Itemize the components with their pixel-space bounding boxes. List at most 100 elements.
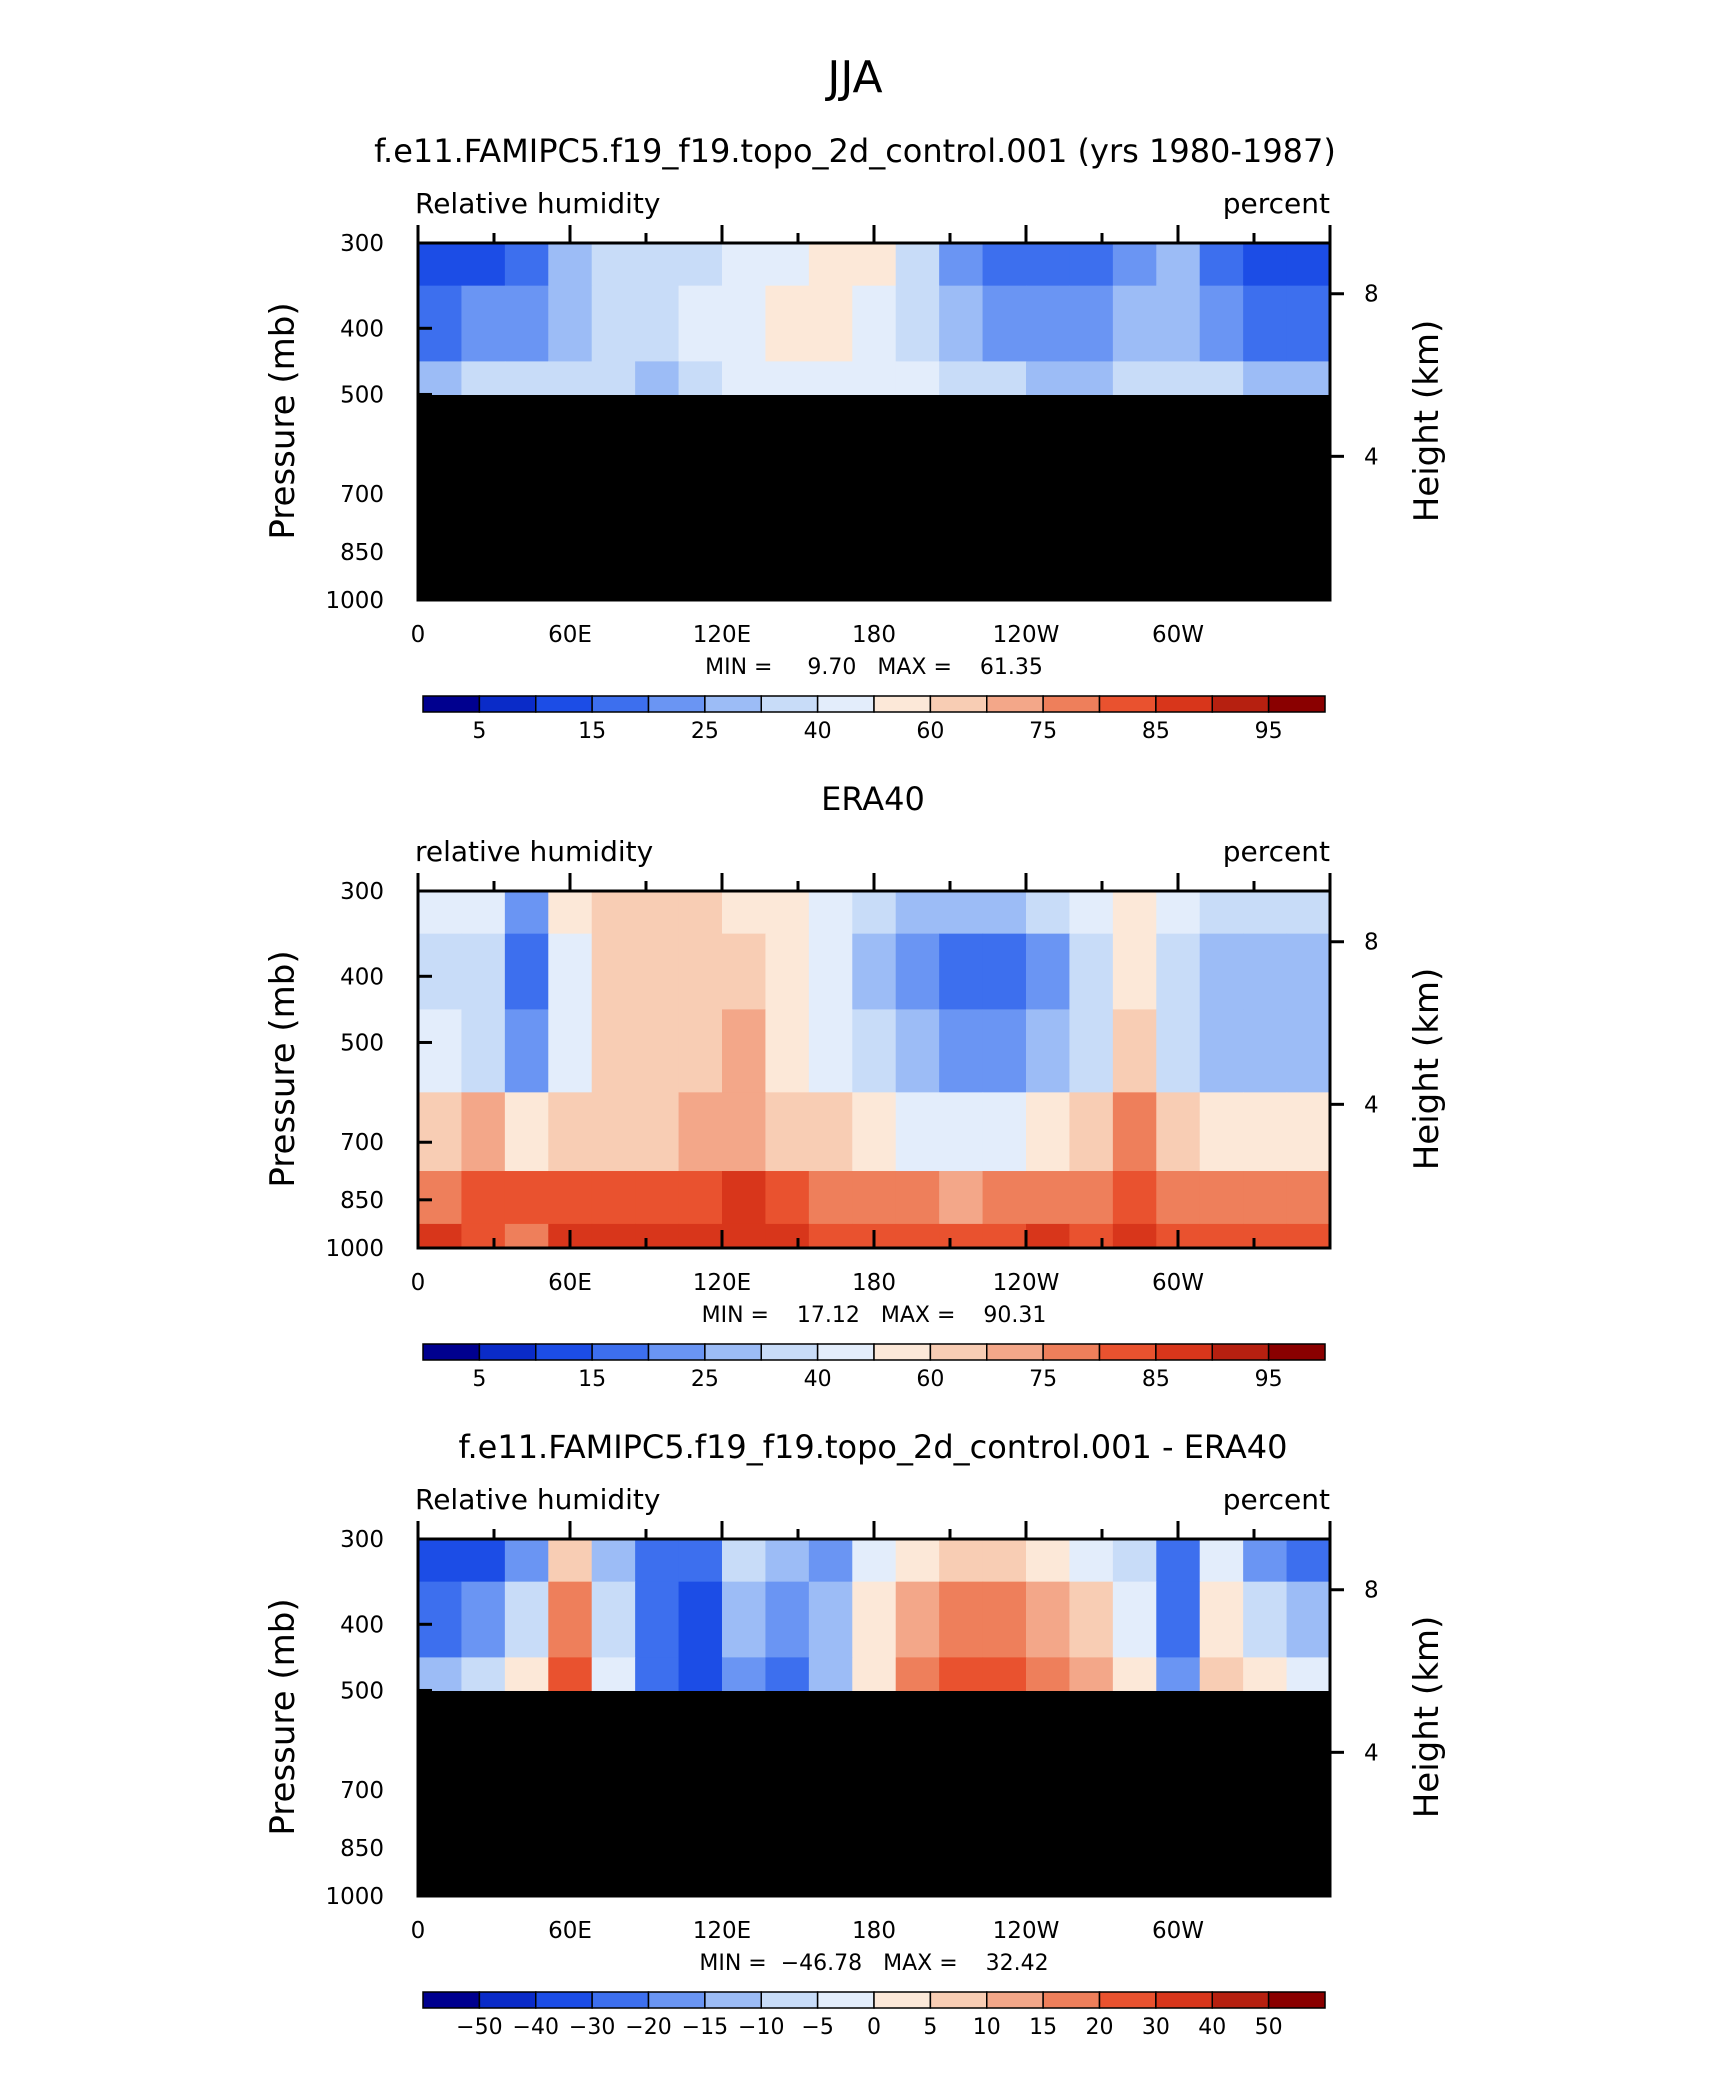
y-tick-label: 300 [340,1527,384,1553]
contour-cell [1069,1223,1114,1248]
colorbar-swatch [478,1991,537,2009]
contour-cell [461,933,506,1010]
panel-title: f.e11.FAMIPC5.f19_f19.topo_2d_control.00… [459,1428,1288,1466]
units-label: percent [1223,187,1330,220]
contour-cell [982,1539,1027,1583]
contour-cell [895,1539,940,1583]
contour-cell [1156,1581,1201,1658]
contour-cell [765,285,810,362]
x-tick-label: 120E [693,1270,751,1296]
contour-cell [1286,1581,1330,1658]
contour-cell [1199,1539,1244,1583]
contour-cell [1199,243,1244,287]
contour-cell [1026,1581,1071,1658]
colorbar-swatch [1155,1991,1214,2009]
contour-cell [1112,1092,1157,1172]
contour-cell [635,1581,680,1658]
contour-cell [504,1092,549,1172]
colorbar-swatch [591,1991,650,2009]
contour-cell [1286,891,1330,935]
contour-cell [1199,1171,1244,1225]
colorbar-swatch [760,695,819,713]
contour-cell [722,933,767,1010]
colorbar-label: 40 [804,719,832,744]
contour-cell [1026,1223,1071,1248]
contour-cell [1112,933,1157,1010]
contour-cell [1069,1581,1114,1658]
colorbar-label: 20 [1086,2015,1114,2040]
contour-cell [591,1539,636,1583]
y-tick-label: 500 [340,1678,384,1704]
contour-cell [1112,285,1157,362]
contour-cell [808,933,853,1010]
y-axis-label-left: Pressure (mb) [263,302,303,539]
x-tick-label: 120E [693,1918,751,1944]
contour-cell [504,285,549,362]
contour-cell [418,1171,463,1225]
contour-cell [591,933,636,1010]
contour-cell [895,1009,940,1093]
colorbar-swatch [1267,1991,1326,2009]
contour-cell [895,1171,940,1225]
contour-cell [1243,933,1288,1010]
y-axis-label-right: Height (km) [1407,320,1447,523]
colorbar-swatch [986,1343,1044,1361]
colorbar-swatch [1042,695,1101,713]
contour-cell [1199,1092,1244,1172]
colorbar: −50 −40 −30 −20 −15 −10 −5 0 5 10 15 20 30 40 50 [422,1991,1326,2040]
colorbar-swatch [1211,1343,1270,1361]
y-tick-label: 1000 [325,588,384,614]
contour-cell [808,1009,853,1093]
contour-cell [461,1009,506,1093]
colorbar-swatch [704,1343,763,1361]
land-mask [418,395,1330,600]
contour-cell [678,1539,723,1583]
colorbar-label: −15 [682,2015,728,2040]
x-tick-label: 120W [993,622,1060,648]
colorbar-swatch [591,695,650,713]
contour-cell [895,285,940,362]
contour-cell [418,933,463,1010]
contour-cell [765,1581,810,1658]
y-tick-label: 850 [340,540,384,566]
contour-cell [591,243,636,287]
colorbar-swatch [647,695,706,713]
colorbar-label: 95 [1255,1367,1283,1392]
y-axis-label-right: Height (km) [1407,1616,1447,1819]
contour-cell [418,1539,463,1583]
contour-cell [418,1092,463,1172]
colorbar-label: 10 [973,2015,1001,2040]
height-tick-label: 8 [1364,1578,1379,1604]
contour-cell [1112,1009,1157,1093]
contour-cell [939,891,984,935]
colorbar-swatch [535,1343,593,1361]
contour-cell [635,1223,680,1248]
colorbar-swatch [873,1991,932,2009]
contour-cell [1026,1092,1071,1172]
colorbar-swatch [478,695,537,713]
contour-cell [1026,243,1071,287]
colorbar-swatch [1098,1991,1157,2009]
contour-cell [678,243,723,287]
colorbar-swatch [1211,695,1270,713]
contour-cell [548,1092,593,1172]
x-tick-label: 0 [411,1270,426,1296]
contour-cell [895,891,940,935]
contour-cell [895,243,940,287]
contour-cell [461,1539,506,1583]
units-label: percent [1223,835,1330,868]
contour-cell [1156,1171,1201,1225]
y-tick-label: 700 [340,1130,384,1156]
contour-cell [418,1009,463,1093]
contour-cell [548,243,593,287]
contour-cell [722,285,767,362]
contour-cell [504,1581,549,1658]
colorbar-swatch [986,695,1044,713]
contour-cell [1069,1092,1114,1172]
y-tick-label: 300 [340,231,384,257]
min-max-stats: MIN = 9.70 MAX = 61.35 [705,655,1043,680]
colorbar-label: 0 [867,2015,881,2040]
contour-cell [591,1009,636,1093]
contour-cell [895,1092,940,1172]
colorbar-label: 60 [916,719,944,744]
